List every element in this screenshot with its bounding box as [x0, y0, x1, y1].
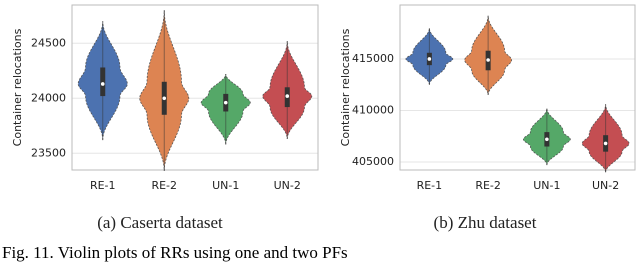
- y-axis-label: Container relocations: [339, 28, 352, 146]
- charts: 23500 24000 24500 Container relocations (a) …: [11, 4, 636, 232]
- x-tick-label: RE-2: [151, 179, 177, 192]
- figure-caption: Fig. 11. Violin plots of RRs using one a…: [2, 243, 348, 262]
- caption: (a) Caserta dataset: [97, 213, 223, 232]
- median: [603, 141, 608, 146]
- y-axis-label: Container relocations: [11, 28, 24, 146]
- x-tick-label: RE-1: [417, 179, 443, 192]
- y-tick-label: 24500: [31, 36, 66, 49]
- median: [100, 82, 105, 86]
- median: [162, 96, 167, 101]
- median: [223, 100, 228, 105]
- y-tick-label: 24000: [31, 91, 66, 104]
- iqr-box: [100, 67, 106, 97]
- median: [427, 57, 432, 61]
- plot-frame: [71, 4, 319, 171]
- y-tick-label: 415000: [352, 52, 394, 65]
- x-tick-label: UN-1: [533, 179, 560, 192]
- caption: (b) Zhu dataset: [434, 213, 537, 232]
- y-tick-label: 23500: [31, 146, 66, 159]
- x-tick-label: RE-1: [90, 179, 116, 192]
- plot-frame: [399, 4, 636, 171]
- x-tick-label: UN-1: [212, 179, 239, 192]
- median: [285, 94, 290, 98]
- median: [545, 137, 549, 142]
- x-tick-label: UN-2: [274, 179, 301, 192]
- y-tick-label: 405000: [352, 155, 394, 168]
- x-tick-label: RE-2: [475, 179, 501, 192]
- x-tick-label: UN-2: [592, 179, 619, 192]
- median: [486, 58, 490, 62]
- y-tick-label: 410000: [352, 103, 394, 116]
